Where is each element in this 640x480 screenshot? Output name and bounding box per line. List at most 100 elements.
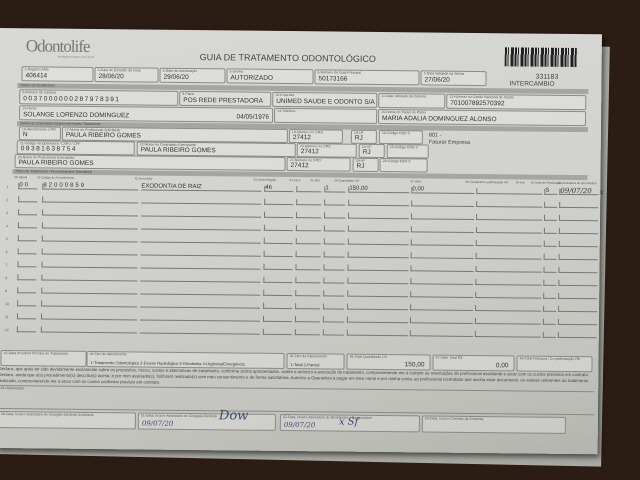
cell-aut: S	[544, 188, 558, 195]
cell-us: 150,00	[348, 186, 410, 194]
cell-value	[410, 291, 474, 298]
cell-table	[17, 222, 37, 229]
procedure-header: 39-Aut	[515, 180, 525, 185]
procedure-row: 7	[5, 258, 599, 274]
cell-qty	[323, 225, 345, 232]
total-us-field: 46-Total Quantidade US 150,00	[346, 353, 431, 371]
beneficiary-name-field: 13-Nome SOLANGE LORENZO DOMINGUEZ 04/05/19…	[19, 105, 274, 123]
uf-field-2: 24-UF RJ	[358, 143, 385, 159]
cell-us	[347, 251, 409, 259]
card-number-field: 8-Número da Carteira 0037000000287978391	[19, 89, 179, 106]
cell-tooth	[264, 211, 294, 219]
cell-value	[409, 317, 473, 324]
cell-date	[558, 240, 598, 248]
cell-code	[40, 313, 138, 321]
cell-us	[346, 329, 408, 337]
row-number: 1	[6, 185, 9, 190]
procedure-header: 31-Código do Procedimento	[36, 175, 75, 180]
executing-professional-field: 26-Nome do Profissional Executante PAULA …	[14, 154, 286, 171]
procedure-header: 37-Valor	[410, 179, 422, 184]
cell-tooth: 46	[264, 185, 294, 193]
cro-field-1: 18-Número no CRO 27412	[288, 129, 343, 144]
cell-date	[559, 201, 599, 209]
cell-date	[558, 266, 598, 274]
cell-face	[295, 225, 321, 232]
ans-registry-field: 1-Registro ANS 406414	[21, 66, 94, 82]
row-number: 11	[4, 315, 9, 320]
uf-field-3: 28-UF RJ	[352, 157, 379, 172]
cell-date	[557, 318, 597, 326]
phone-field: 14-Telefone	[274, 107, 378, 124]
cell-desc	[140, 236, 261, 244]
cell-copay	[474, 317, 541, 325]
row-number: 10	[5, 302, 10, 307]
cell-desc	[141, 210, 262, 218]
signature-dentist: 51-Data, local e Assinatura do Cirurgião…	[137, 408, 276, 431]
cell-date	[558, 305, 598, 313]
cell-aut	[543, 253, 557, 260]
issue-date-field: 3-Data de Emissão da Guia 28/06/20	[94, 66, 159, 83]
operator-code-field: 21-Código na Operadora / CNPJ / CPF 08381…	[16, 140, 135, 156]
beneficiary-signature-scribble: x Sf	[338, 416, 359, 428]
holder-name-field: 15-Nome do Titular do Plano MARIA ADALIA …	[378, 108, 587, 127]
procedure-table: 1 00 82000859 EXODONTIA DE RAIZ 46 1 150,00 0,0…	[0, 180, 604, 346]
cell-desc	[139, 327, 260, 335]
cell-desc: EXODONTIA DE RAIZ	[141, 183, 262, 192]
cbo-field-2: 25-Código CBO S	[386, 144, 429, 159]
cell-us	[347, 238, 409, 246]
form-sheet: Odontolife Inteligência para você sorrir…	[0, 28, 604, 455]
procedure-row: 12	[5, 323, 598, 339]
cell-us	[348, 199, 410, 207]
cell-code	[41, 287, 138, 295]
cell-code	[40, 326, 137, 334]
total-value-field: 47-Valor Total R$ 0,00	[432, 354, 515, 372]
procedure-header: 41-Assinatura do Beneficiário	[557, 180, 597, 186]
cell-tooth	[263, 250, 293, 258]
cell-desc	[141, 197, 262, 205]
cell-table	[17, 248, 37, 255]
row-number: 8	[5, 276, 8, 281]
cell-qty: 1	[324, 185, 346, 193]
uf-field-1: 19-UF RJ	[350, 129, 377, 144]
procedure-row: 4	[6, 219, 599, 235]
cell-qty	[322, 329, 344, 336]
cell-copay	[475, 291, 542, 299]
cell-face	[294, 329, 320, 336]
total-copay-field: 48-Total Franquia / Co-participação R$	[516, 355, 593, 373]
cell-tooth	[263, 289, 293, 297]
cell-aut	[542, 331, 556, 338]
cell-value	[410, 265, 474, 272]
cell-tooth	[262, 315, 292, 323]
guide-type: INTERCAMBIO	[509, 80, 555, 88]
cell-aut	[544, 201, 558, 208]
procedure-header: 36-Quantidade US	[334, 178, 360, 183]
cell-desc	[140, 249, 261, 257]
main-guide-number-field: 6-Número da Guia Principal 50173166	[314, 69, 420, 86]
cell-qty	[323, 277, 345, 284]
cell-value	[410, 304, 474, 311]
cell-us	[347, 225, 409, 233]
cell-date	[558, 292, 598, 300]
cell-copay	[475, 226, 542, 234]
cell-code	[42, 209, 139, 217]
cell-desc	[140, 223, 261, 231]
cell-aut	[543, 266, 557, 273]
cell-qty	[323, 251, 345, 258]
procedure-header: 38-Franquia/Co-participação R$	[465, 179, 508, 185]
cell-value	[409, 330, 473, 337]
company-stamp-field: 53-Data, local e Carimbo da Empresa	[421, 415, 566, 434]
procedure-header: 33-Dente/Região	[253, 177, 277, 182]
cell-table	[17, 274, 37, 281]
cbo-field-3: 29-Código CBO S	[379, 157, 428, 173]
cell-value	[410, 239, 474, 246]
end-date-field: 42-Data Provável Término do Tratamento	[0, 350, 87, 367]
cell-us	[347, 277, 409, 285]
logo-tagline: Inteligência para você sorrir	[57, 54, 95, 59]
procedure-row: 10	[5, 297, 599, 313]
cell-qty	[324, 212, 346, 219]
cell-tooth	[264, 198, 294, 206]
cell-table	[17, 261, 37, 268]
cell-aut	[544, 214, 558, 221]
procedure-row: 5	[6, 232, 599, 248]
procedure-header: 34-Face	[289, 178, 301, 183]
